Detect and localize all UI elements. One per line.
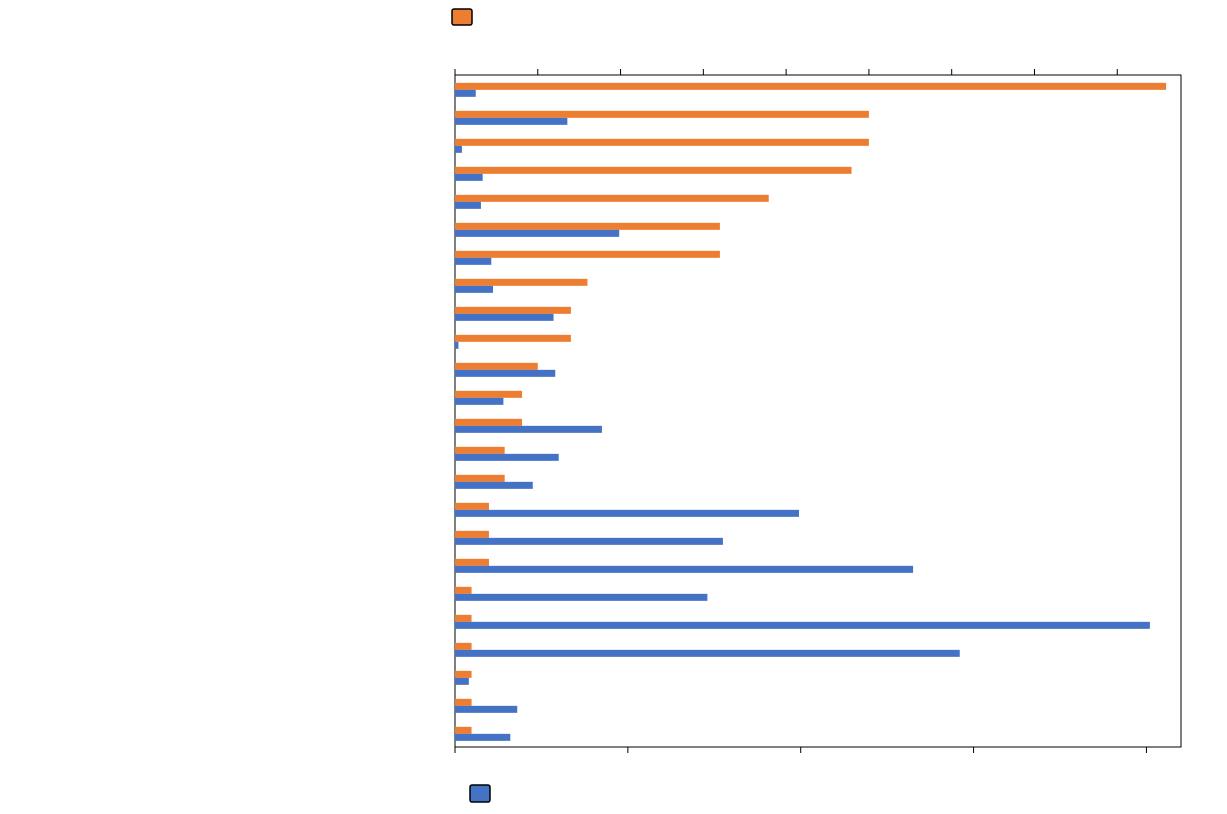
bar bbox=[455, 222, 720, 230]
bar bbox=[455, 453, 559, 461]
bar bbox=[455, 649, 960, 657]
bar bbox=[455, 705, 518, 713]
bar bbox=[455, 257, 492, 265]
legend-swatch bbox=[451, 8, 473, 26]
bar bbox=[455, 425, 602, 433]
bar bbox=[455, 369, 556, 377]
bar bbox=[455, 89, 476, 97]
bar bbox=[455, 313, 554, 321]
bar bbox=[455, 502, 489, 510]
bar bbox=[455, 173, 483, 181]
bar bbox=[455, 278, 588, 286]
bar bbox=[455, 341, 459, 349]
bar bbox=[455, 733, 511, 741]
bar bbox=[455, 285, 494, 293]
bar bbox=[455, 614, 472, 622]
bar bbox=[455, 418, 523, 426]
bar bbox=[455, 481, 533, 489]
bar bbox=[455, 250, 720, 258]
bar bbox=[455, 586, 472, 594]
bar bbox=[455, 390, 523, 398]
bar bbox=[455, 509, 799, 517]
bar bbox=[455, 201, 481, 209]
bar bbox=[455, 537, 723, 545]
bar bbox=[455, 677, 469, 685]
bar bbox=[455, 558, 489, 566]
bar bbox=[455, 593, 708, 601]
legend-swatch bbox=[469, 784, 491, 803]
bar bbox=[455, 145, 462, 153]
plot-frame bbox=[454, 74, 1182, 748]
bar bbox=[455, 642, 472, 650]
bar bbox=[455, 334, 571, 342]
bar bbox=[455, 698, 472, 706]
bar bbox=[455, 621, 1150, 629]
bar bbox=[455, 229, 620, 237]
bar bbox=[455, 726, 472, 734]
bar bbox=[455, 306, 571, 314]
bar bbox=[455, 530, 489, 538]
bar bbox=[455, 166, 852, 174]
bar bbox=[455, 110, 869, 118]
bar bbox=[455, 362, 538, 370]
bar bbox=[455, 474, 505, 482]
bar bbox=[455, 397, 504, 405]
bar bbox=[455, 670, 472, 678]
bar bbox=[455, 565, 914, 573]
bar bbox=[455, 138, 869, 146]
bar bbox=[455, 194, 769, 202]
bar bbox=[455, 446, 505, 454]
bar bbox=[455, 82, 1167, 90]
bar bbox=[455, 117, 568, 125]
